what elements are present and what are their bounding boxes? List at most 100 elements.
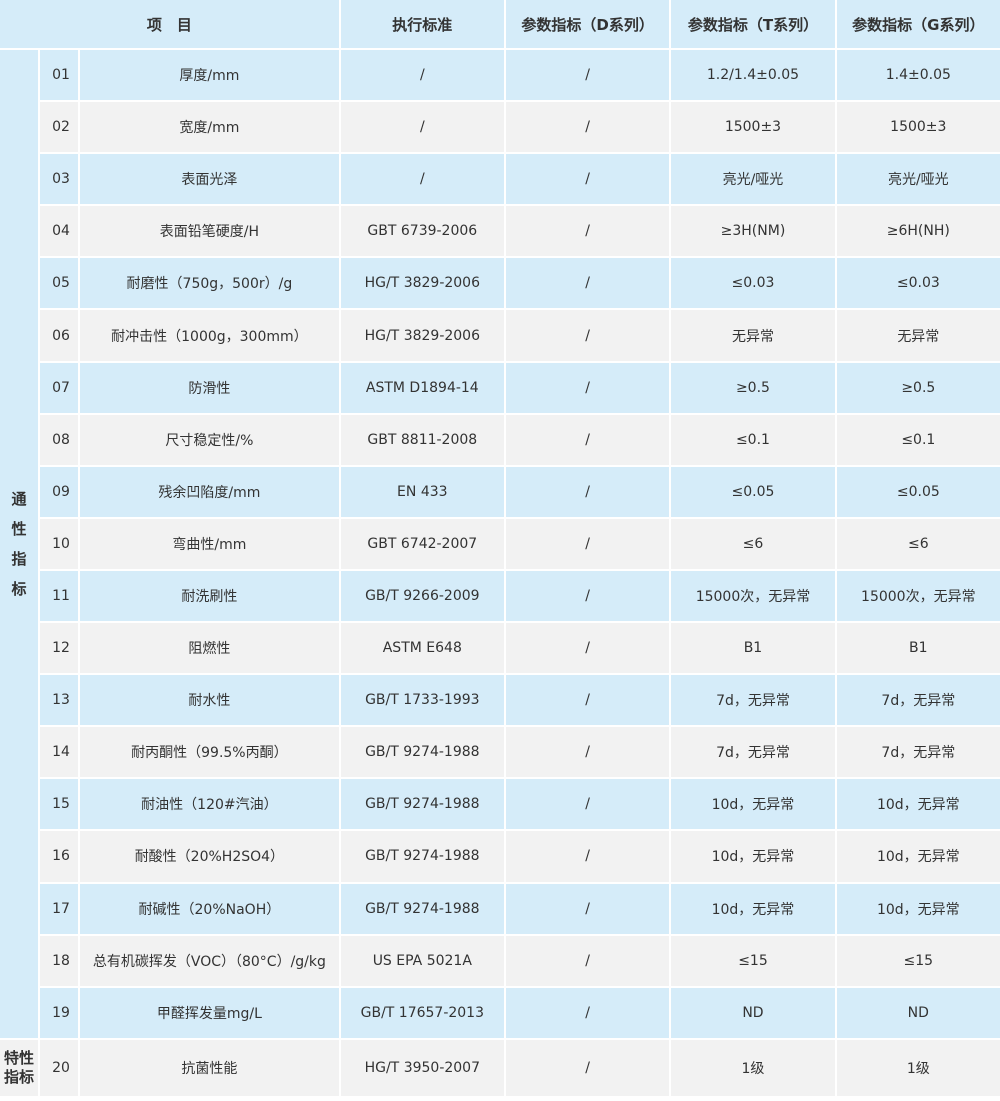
row-number: 13	[40, 675, 79, 726]
g-series-value: ≤15	[836, 935, 1000, 986]
standard: /	[340, 102, 504, 153]
item-name: 表面光泽	[80, 154, 339, 205]
d-series-value: /	[505, 50, 670, 101]
t-series-value: 7d，无异常	[671, 727, 835, 778]
table-row: 03 表面光泽 / / 亮光/哑光 亮光/哑光	[0, 154, 1000, 205]
standard: HG/T 3829-2006	[340, 310, 504, 361]
g-series-value: 亮光/哑光	[836, 154, 1000, 205]
standard: HG/T 3950-2007	[340, 1039, 504, 1096]
header-t-series: 参数指标（T系列）	[671, 0, 835, 48]
item-name: 耐碱性（20%NaOH）	[80, 883, 339, 934]
t-series-value: 1级	[671, 1039, 835, 1096]
table-row: 14 耐丙酮性（99.5%丙酮） GB/T 9274-1988/7d，无异常 7d，无…	[0, 727, 1000, 778]
d-series-value: /	[505, 154, 670, 205]
table-row: 07 防滑性 ASTM D1894-14/≥0.5 ≥0.5	[0, 362, 1000, 413]
t-series-value: 15000次，无异常	[671, 570, 835, 622]
item-name: 耐磨性（750g，500r）/g	[80, 258, 339, 309]
table-row: 15 耐油性（120#汽油） GB/T 9274-1988/10d，无异常 10d，无…	[0, 779, 1000, 830]
g-series-value: 1.4±0.05	[836, 50, 1000, 101]
table-row: 10 弯曲性/mm GBT 6742-2007/≤6 ≤6	[0, 518, 1000, 569]
row-number: 12	[40, 623, 79, 674]
d-series-value: /	[505, 102, 670, 153]
d-series-value: /	[505, 466, 670, 517]
g-series-value: ≥6H(NH)	[836, 206, 1000, 257]
t-series-value: ≥0.5	[671, 362, 835, 413]
t-series-value: B1	[671, 623, 835, 674]
t-series-value: 10d，无异常	[671, 883, 835, 934]
group-general-char: 指	[11, 549, 27, 568]
d-series-value: /	[505, 935, 670, 986]
item-name: 耐酸性（20%H2SO4）	[80, 831, 339, 882]
g-series-value: 7d，无异常	[836, 675, 1000, 726]
row-number: 11	[40, 570, 79, 622]
d-series-value: /	[505, 1039, 670, 1096]
g-series-value: 无异常	[836, 310, 1000, 361]
row-number: 20	[40, 1039, 79, 1096]
standard: /	[340, 154, 504, 205]
table-row: 06 耐冲击性（1000g，300mm） HG/T 3829-2006/无异常 无异常	[0, 310, 1000, 361]
row-number: 02	[40, 102, 79, 153]
row-number: 19	[40, 987, 79, 1038]
row-number: 05	[40, 258, 79, 309]
item-name: 耐洗刷性	[80, 570, 339, 622]
g-series-value: 10d，无异常	[836, 883, 1000, 934]
group-special-line: 指标	[4, 1067, 35, 1086]
t-series-value: 无异常	[671, 310, 835, 361]
g-series-value: ≤0.03	[836, 258, 1000, 309]
standard: EN 433	[340, 466, 504, 517]
g-series-value: 7d，无异常	[836, 727, 1000, 778]
d-series-value: /	[505, 258, 670, 309]
t-series-value: 亮光/哑光	[671, 154, 835, 205]
standard: GB/T 1733-1993	[340, 675, 504, 726]
table-row: 05 耐磨性（750g，500r）/g HG/T 3829-2006/≤0.03 ≤0…	[0, 258, 1000, 309]
standard: GB/T 9274-1988	[340, 883, 504, 934]
group-general-char: 性	[11, 519, 27, 538]
header-d-series: 参数指标（D系列）	[505, 0, 670, 48]
group-general: 通性指标	[0, 50, 39, 1038]
item-name: 残余凹陷度/mm	[80, 466, 339, 517]
item-name: 防滑性	[80, 362, 339, 413]
item-name: 耐水性	[80, 675, 339, 726]
t-series-value: ND	[671, 987, 835, 1038]
d-series-value: /	[505, 727, 670, 778]
table-row: 18 总有机碳挥发（VOC）（80°C）/g/kg US EPA 5021A / ≤15…	[0, 935, 1000, 986]
row-number: 15	[40, 779, 79, 830]
row-number: 17	[40, 883, 79, 934]
table-row: 19 甲醛挥发量mg/L GB/T 17657-2013/ND ND	[0, 987, 1000, 1038]
table-row: 08 尺寸稳定性/% GBT 8811-2008/≤0.1 ≤0.1	[0, 414, 1000, 465]
row-number: 01	[40, 50, 79, 101]
g-series-value: 10d，无异常	[836, 779, 1000, 830]
group-general-char: 通	[11, 489, 27, 508]
group-special: 特性 指标	[0, 1039, 39, 1096]
item-name: 弯曲性/mm	[80, 518, 339, 569]
standard: HG/T 3829-2006	[340, 258, 504, 309]
table-row: 特性 指标 20 抗菌性能 HG/T 3950-2007/1级 1级	[0, 1039, 1000, 1096]
table-row: 16 耐酸性（20%H2SO4） GB/T 9274-1988/10d，无异常 10d…	[0, 831, 1000, 882]
row-number: 18	[40, 935, 79, 986]
header-g-series: 参数指标（G系列）	[836, 0, 1000, 48]
table-row: 13 耐水性 GB/T 1733-1993/7d，无异常 7d，无异常	[0, 675, 1000, 726]
t-series-value: 1.2/1.4±0.05	[671, 50, 835, 101]
g-series-value: ≤0.05	[836, 466, 1000, 517]
item-name: 尺寸稳定性/%	[80, 414, 339, 465]
t-series-value: 1500±3	[671, 102, 835, 153]
t-series-value: 10d，无异常	[671, 831, 835, 882]
table-row: 通性指标 01 厚度/mm //1.2/1.4±0.05 1.4±0.05	[0, 50, 1000, 1038]
table-row: 02 宽度/mm //1500±3 1500±3	[0, 102, 1000, 153]
standard: ASTM D1894-14	[340, 362, 504, 413]
item-name: 甲醛挥发量mg/L	[80, 987, 339, 1038]
item-name: 表面铅笔硬度/H	[80, 206, 339, 257]
d-series-value: /	[505, 414, 670, 465]
standard: GB/T 9274-1988	[340, 831, 504, 882]
t-series-value: ≥3H(NM)	[671, 206, 835, 257]
g-series-value: ≥0.5	[836, 362, 1000, 413]
g-series-value: 1500±3	[836, 102, 1000, 153]
table-row: 04 表面铅笔硬度/H GBT 6739-2006/≥3H(NM) ≥6H(NH)	[0, 206, 1000, 257]
item-name: 总有机碳挥发（VOC）（80°C）/g/kg	[80, 935, 339, 986]
g-series-value: B1	[836, 623, 1000, 674]
table-row: 09 残余凹陷度/mm EN 433/≤0.05 ≤0.05	[0, 466, 1000, 517]
header-standard: 执行标准	[340, 0, 504, 48]
standard: US EPA 5021A	[340, 935, 504, 986]
standard: GBT 6742-2007	[340, 518, 504, 569]
